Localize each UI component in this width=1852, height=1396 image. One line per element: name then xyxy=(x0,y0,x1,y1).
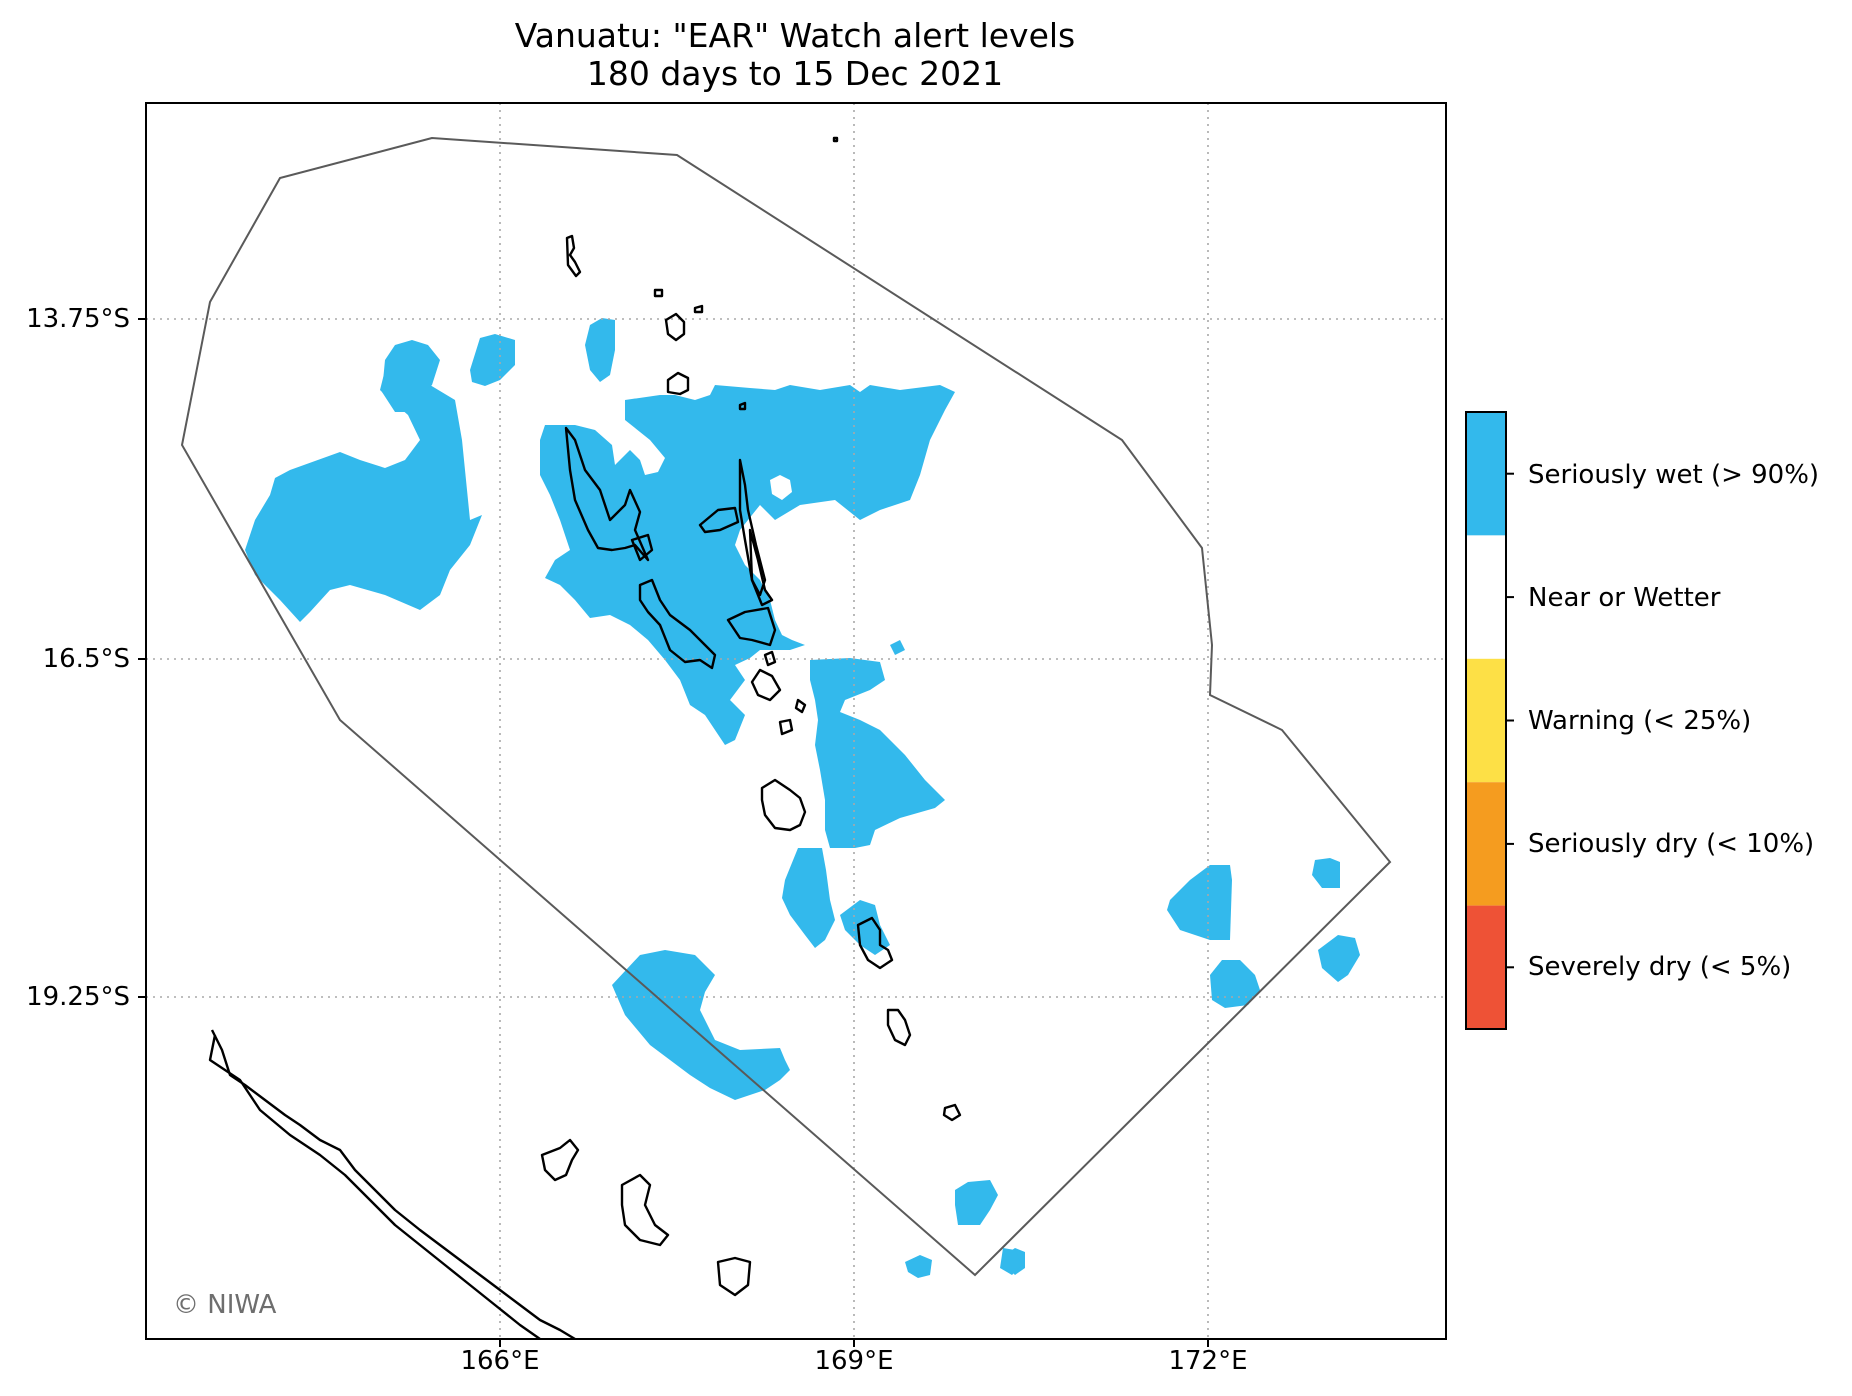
island-epi xyxy=(750,668,782,702)
island-hunter-dot xyxy=(832,136,839,143)
island-ambrym xyxy=(726,606,777,647)
legend-swatch xyxy=(1466,412,1506,536)
lat-tick-label: 19.25°S xyxy=(26,982,130,1012)
island-erromango xyxy=(856,916,894,970)
wet-region xyxy=(955,1180,998,1225)
lon-tick-label: 169°E xyxy=(814,1346,894,1376)
island-loyalty-2 xyxy=(620,1173,670,1247)
island-ambae xyxy=(698,506,740,534)
wet-region xyxy=(540,385,955,745)
wet-region xyxy=(905,1255,932,1278)
wet-region xyxy=(470,334,515,386)
lon-tick-label: 172°E xyxy=(1168,1346,1248,1376)
island-banks-3 xyxy=(653,288,664,298)
wet-region xyxy=(1312,858,1340,888)
island-banks-4 xyxy=(693,304,704,314)
island-paama xyxy=(763,650,777,667)
map-frame xyxy=(145,102,1447,1340)
seriously-wet-regions xyxy=(245,318,1360,1278)
coast-new-caledonia xyxy=(210,1029,576,1339)
lon-tick-label: 166°E xyxy=(460,1346,540,1376)
legend-label-warning: Warning (< 25%) xyxy=(1528,706,1752,736)
wet-region xyxy=(1000,1248,1022,1275)
map-title: Vanuatu: "EAR" Watch alert levels xyxy=(514,16,1076,55)
wet-region xyxy=(810,658,945,848)
island-maewo xyxy=(738,458,767,597)
wet-region xyxy=(382,340,440,412)
legend-swatch xyxy=(1466,782,1506,906)
wet-region xyxy=(1167,865,1232,940)
wet-region xyxy=(770,475,792,500)
island-pentecost xyxy=(748,528,774,607)
colorbar xyxy=(1465,411,1514,1030)
wet-region xyxy=(245,370,482,622)
legend-label-seriously-dry: Seriously dry (< 10%) xyxy=(1528,829,1815,859)
wet-region xyxy=(782,848,835,948)
island-efate xyxy=(760,778,807,832)
map-subtitle: 180 days to 15 Dec 2021 xyxy=(586,54,1004,93)
legend-label-severely-dry: Severely dry (< 5%) xyxy=(1528,952,1792,982)
coast-new-caledonia-south xyxy=(208,1034,541,1339)
island-shepherd-2 xyxy=(794,698,807,714)
wet-region xyxy=(612,950,790,1100)
island-tanna xyxy=(886,1008,912,1047)
island-banks-2 xyxy=(666,371,690,396)
wet-region xyxy=(890,640,905,655)
legend-label-seriously-wet: Seriously wet (> 90%) xyxy=(1528,460,1820,490)
eez-boundary xyxy=(180,136,1392,1277)
island-shepherd-1 xyxy=(778,718,794,736)
island-aneityum xyxy=(942,1103,962,1122)
copyright-notice: © NIWA xyxy=(173,1290,277,1320)
legend-swatch xyxy=(1466,658,1506,783)
wet-region xyxy=(585,318,615,382)
island-loyalty-3 xyxy=(716,1256,752,1297)
island-loyalty-1 xyxy=(540,1138,580,1182)
legend-swatch xyxy=(1466,535,1506,659)
wet-region xyxy=(840,900,890,955)
colorbar-frame xyxy=(1465,411,1507,1030)
island-espiritu-santo xyxy=(564,426,650,562)
island-malakula xyxy=(638,578,717,670)
coastlines xyxy=(208,136,962,1339)
wet-region xyxy=(1210,960,1260,1008)
island-banks-1 xyxy=(664,312,686,342)
island-malo xyxy=(630,533,654,562)
lat-tick-label: 13.75°S xyxy=(26,304,130,334)
wet-region xyxy=(1318,935,1360,982)
island-torres xyxy=(565,234,582,278)
graticule xyxy=(146,103,1446,1339)
island-banks-5 xyxy=(738,401,747,411)
legend-swatch xyxy=(1466,905,1506,1029)
axis-ticks xyxy=(138,318,1209,1347)
legend-label-near-or-wetter: Near or Wetter xyxy=(1528,583,1721,613)
lat-tick-label: 16.5°S xyxy=(42,644,130,674)
